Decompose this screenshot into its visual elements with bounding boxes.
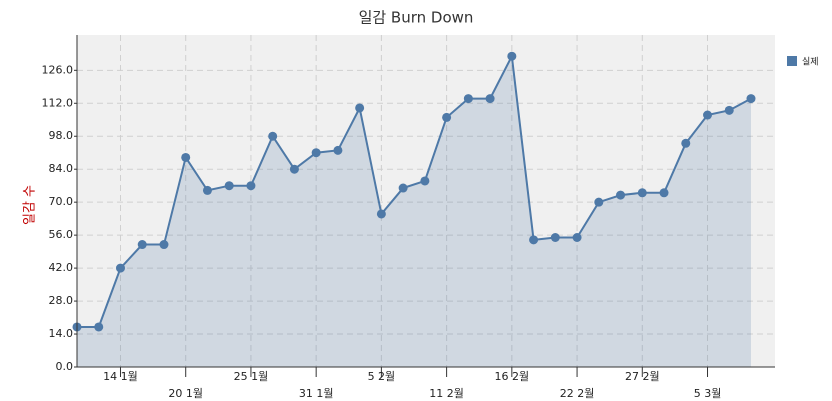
y-tick-label: 84.0 — [49, 162, 74, 175]
chart-title: 일감 Burn Down — [359, 9, 474, 27]
y-tick-label: 126.0 — [42, 63, 74, 76]
x-tick-label: 25 1월 — [234, 370, 269, 383]
point — [137, 240, 147, 250]
point — [246, 181, 256, 191]
y-tick-label: 0.0 — [56, 360, 74, 373]
plot-area — [77, 35, 775, 367]
point — [376, 209, 386, 219]
legend-label: 실제 — [802, 57, 819, 68]
point — [181, 152, 191, 162]
y-tick-label: 70.0 — [49, 195, 74, 208]
point — [94, 322, 104, 332]
point — [463, 94, 473, 104]
point — [724, 105, 734, 115]
point — [333, 145, 343, 155]
y-tick-label: 56.0 — [49, 228, 74, 241]
point — [398, 183, 408, 193]
point — [289, 164, 299, 174]
point — [355, 103, 365, 113]
point — [659, 188, 669, 198]
point — [442, 112, 452, 122]
point — [550, 232, 560, 242]
point — [115, 263, 125, 273]
point — [202, 185, 212, 195]
x-tick-label: 16 2월 — [495, 370, 530, 383]
x-tick-label: 5 2월 — [368, 370, 396, 383]
point — [420, 176, 430, 186]
x-tick-label: 20 1월 — [168, 387, 203, 400]
y-tick-label: 98.0 — [49, 129, 74, 142]
y-tick-label: 42.0 — [49, 261, 74, 274]
x-tick-label: 31 1월 — [299, 387, 334, 400]
point — [159, 240, 169, 250]
x-tick-label: 14 1월 — [103, 370, 138, 383]
x-tick-label: 11 2월 — [429, 387, 464, 400]
point — [529, 235, 539, 245]
point — [572, 232, 582, 242]
y-tick-label: 28.0 — [49, 294, 74, 307]
point — [594, 197, 604, 207]
x-tick-label: 22 2월 — [560, 387, 595, 400]
point — [485, 94, 495, 104]
y-tick-label: 14.0 — [49, 327, 74, 340]
area — [77, 56, 751, 367]
point — [224, 181, 234, 191]
y-tick-label: 112.0 — [42, 96, 74, 109]
legend-swatch — [787, 56, 797, 66]
point — [703, 110, 713, 120]
x-tick-label: 27 2월 — [625, 370, 660, 383]
point — [746, 94, 756, 104]
point — [616, 190, 626, 200]
point — [311, 148, 321, 158]
point — [507, 51, 517, 61]
x-tick-label: 5 3월 — [694, 387, 722, 400]
point — [268, 131, 278, 141]
y-axis-label: 일감 수 — [23, 185, 38, 225]
point — [681, 138, 691, 148]
point — [637, 188, 647, 198]
